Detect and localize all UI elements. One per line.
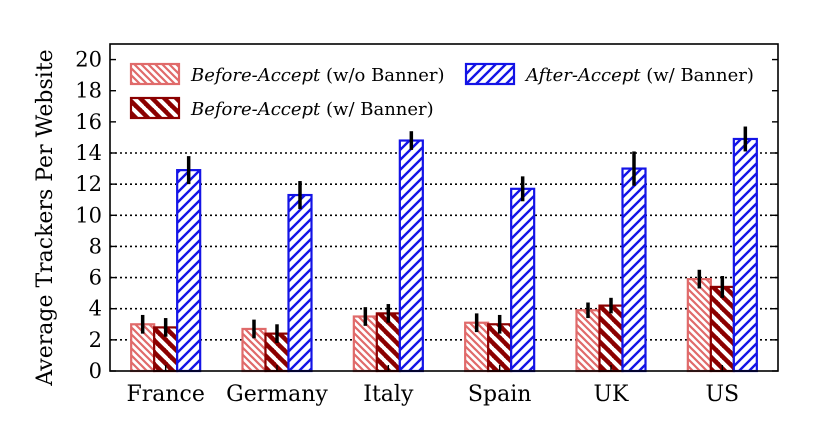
error-bars [140, 126, 748, 343]
x-tick-label: France [126, 382, 204, 407]
bar-series-3 [398, 139, 424, 373]
legend-label-series-3: After-Accept (w/ Banner) [524, 65, 754, 86]
bar-series-1 [686, 278, 712, 373]
x-tick-label: Spain [468, 382, 531, 407]
legend: Before-Accept (w/o Banner)Before-Accept … [129, 62, 754, 120]
y-axis-label: Average Trackers Per Website [33, 49, 58, 386]
bar-series-2 [709, 285, 735, 373]
y-tick-label: 0 [89, 359, 102, 383]
legend-label-italic: Before-Accept [190, 65, 321, 86]
legend-swatch-series-3 [464, 62, 516, 86]
x-tick-label: Italy [363, 382, 414, 407]
bar-series-3 [621, 167, 647, 373]
grid-lines [110, 152, 778, 341]
bar-series-1 [575, 309, 601, 373]
bar-series-3 [510, 187, 536, 373]
bar-series-2 [598, 304, 624, 373]
legend-swatch-series-1 [129, 62, 181, 86]
y-axis-ticks: 0 2 4 6 8 10 12 14 16 18 20 [75, 48, 778, 383]
x-tick-label: UK [594, 382, 630, 407]
bars [130, 137, 758, 373]
y-tick-label: 10 [75, 203, 102, 227]
plot-frame [109, 43, 779, 372]
bar-series-3 [176, 169, 202, 373]
y-tick-label: 20 [75, 48, 102, 72]
x-axis-ticks: France Germany Italy Spain UK US [126, 365, 739, 407]
legend-label-suffix: (w/o Banner) [320, 65, 444, 86]
legend-swatch-series-2 [129, 96, 181, 120]
y-tick-label: 14 [75, 141, 102, 165]
legend-label-suffix: (w/ Banner) [641, 65, 754, 86]
legend-label-italic: After-Accept [524, 65, 641, 86]
y-tick-label: 12 [75, 172, 102, 196]
y-tick-label: 6 [89, 266, 102, 290]
legend-label-series-2: Before-Accept (w/ Banner) [190, 99, 434, 120]
y-tick-label: 8 [89, 234, 102, 258]
y-tick-label: 2 [89, 328, 102, 352]
bar-series-3 [732, 137, 758, 373]
x-tick-label: US [706, 382, 740, 407]
x-tick-label: Germany [226, 382, 328, 407]
bar-series-3 [287, 193, 313, 373]
y-tick-label: 18 [75, 79, 102, 103]
y-tick-label: 4 [89, 297, 102, 321]
legend-label-suffix: (w/ Banner) [320, 99, 433, 120]
legend-label-italic: Before-Accept [190, 99, 321, 120]
legend-label-series-1: Before-Accept (w/o Banner) [190, 65, 445, 86]
y-tick-label: 16 [75, 110, 102, 134]
